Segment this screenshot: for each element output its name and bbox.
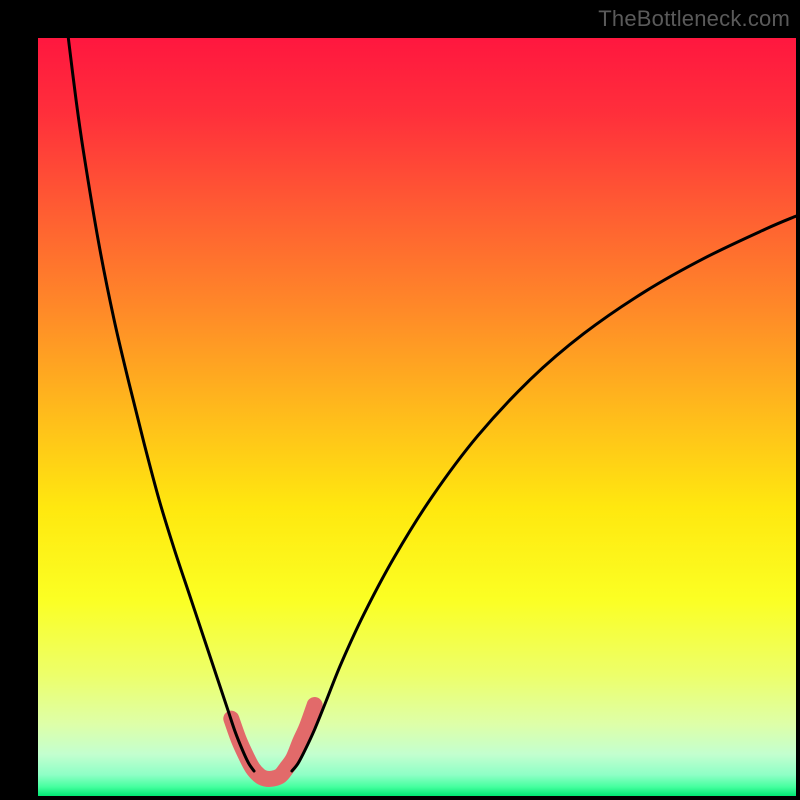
curve-right-branch <box>292 216 796 771</box>
curve-left-branch <box>68 38 254 771</box>
chart-curves-layer <box>38 38 796 796</box>
chart-plot-area <box>38 38 796 796</box>
bottleneck-highlight-segment <box>231 705 314 779</box>
watermark-text: TheBottleneck.com <box>598 6 790 32</box>
